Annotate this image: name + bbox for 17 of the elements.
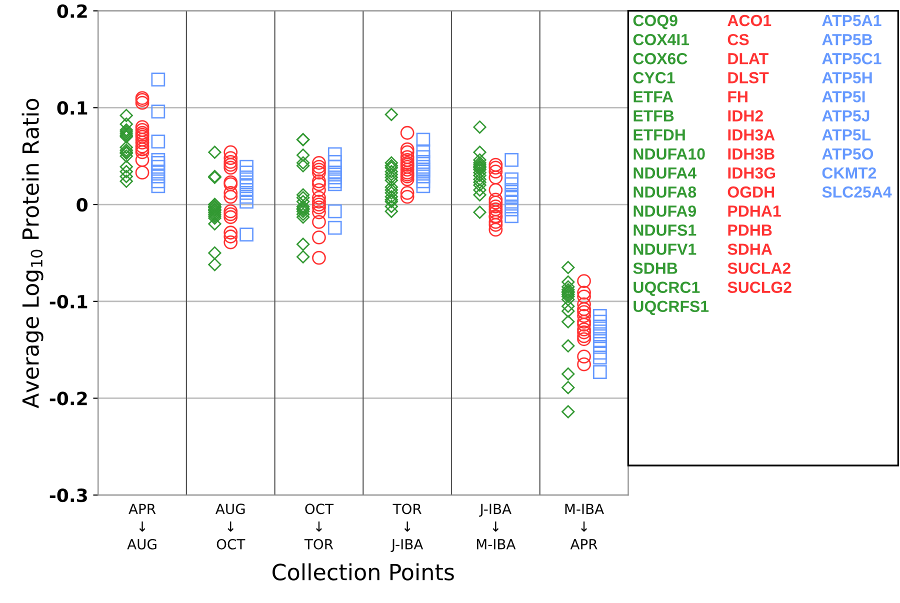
- y-tick-label: -0.3: [50, 488, 87, 502]
- y-axis-title: Average Log$_{10}$ Protein Ratio: [22, 98, 44, 408]
- text: ACO1 CS DLAT DLST FH IDH2 IDH3A IDH3B IDH3G OGDH PDHA1 PDHB SDHA SUCLA2 SUCLG2: [728, 14, 792, 293]
- text: ATP5A1 ATP5B ATP5C1 ATP5H ATP5I ATP5J ATP5L ATP5O CKMT2 SLC25A4: [822, 15, 892, 198]
- x-tick-label: AUG ↓ OCT: [216, 504, 246, 550]
- x-tick-label: TOR ↓ J-IBA: [390, 504, 424, 552]
- y-tick-label: 0.1: [57, 101, 88, 115]
- y-tick-label: -0.1: [50, 294, 88, 308]
- y-tick-label: 0: [76, 198, 88, 212]
- x-tick-label: OCT ↓ TOR: [304, 504, 334, 550]
- x-tick-label: M-IBA ↓ APR: [565, 504, 604, 550]
- x-axis-title: Collection Points: [272, 563, 454, 580]
- y-tick-label: 0.2: [57, 4, 87, 18]
- x-tick-label: APR ↓ AUG: [127, 504, 156, 550]
- x-tick-label: J-IBA ↓ M-IBA: [476, 504, 516, 550]
- text: COQ9 COX4I1 COX6C CYC1 ETFA ETFB ETFDH NDUFA10 NDUFA4 NDUFA8 NDUFA9 NDUFS1 NDUFV1 SDHB UQCRC1 UQCRFS1: [633, 14, 709, 316]
- y-tick-label: -0.2: [50, 392, 87, 406]
